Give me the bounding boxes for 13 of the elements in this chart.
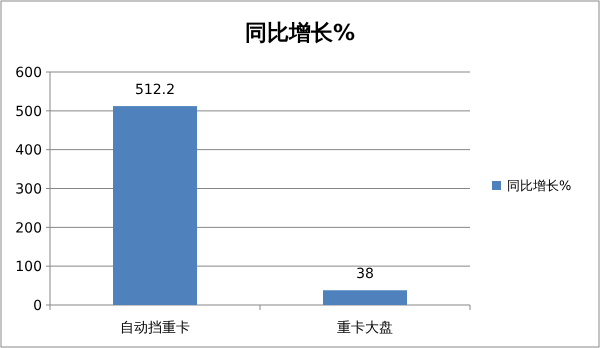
y-tick-label: 400 [15, 142, 42, 159]
data-label: 38 [356, 266, 374, 282]
chart-title: 同比增长% [244, 21, 356, 46]
y-tick-label: 200 [15, 220, 42, 236]
legend-label: 同比增长% [507, 179, 572, 194]
x-tick-label: 自动挡重卡 [120, 320, 190, 336]
x-tick-label: 重卡大盘 [337, 320, 393, 336]
y-tick-label: 600 [15, 65, 42, 81]
data-label: 512.2 [134, 82, 176, 98]
y-tick-label: 500 [15, 104, 42, 120]
y-tick-label: 0 [33, 298, 42, 314]
y-tick-label: 100 [15, 259, 42, 276]
y-tick-label: 300 [15, 182, 42, 198]
